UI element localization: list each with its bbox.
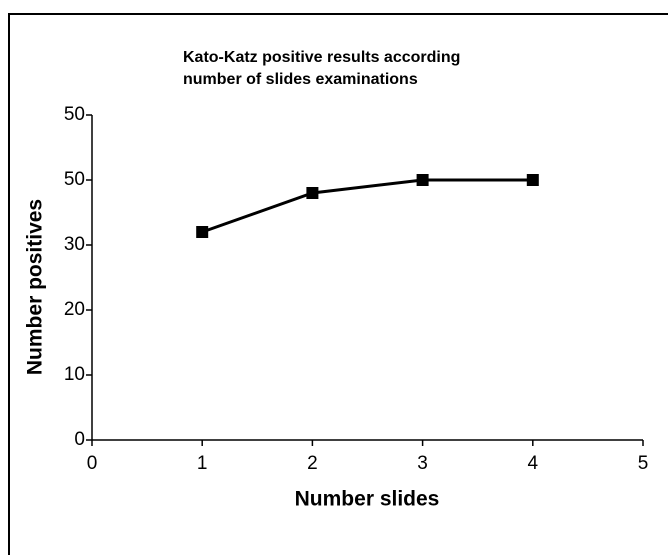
y-tick-label: 10 [64, 364, 85, 385]
y-tick-label: 20 [64, 299, 85, 320]
y-tick-label: 50 [64, 104, 85, 125]
y-tick-label: 0 [74, 429, 85, 450]
data-point [306, 187, 319, 199]
chart-title: number of slides examinations [183, 71, 418, 88]
chart-title: Kato-Katz positive results according [183, 49, 460, 66]
x-tick-label: 0 [87, 453, 98, 474]
y-axis-label: Number positives [24, 199, 47, 375]
y-tick-label: 30 [64, 234, 85, 255]
x-tick-label: 3 [417, 453, 428, 474]
x-axis-label: Number slides [295, 488, 440, 511]
chart-frame [8, 13, 668, 555]
x-tick-label: 4 [528, 453, 539, 474]
data-point [416, 174, 429, 186]
data-line [201, 178, 533, 234]
y-tick-label: 50 [64, 169, 85, 190]
x-tick-label: 2 [307, 453, 318, 474]
data-point [196, 226, 209, 238]
x-tick-label: 1 [197, 453, 208, 474]
data-point [526, 174, 539, 186]
x-tick-label: 5 [638, 453, 649, 474]
